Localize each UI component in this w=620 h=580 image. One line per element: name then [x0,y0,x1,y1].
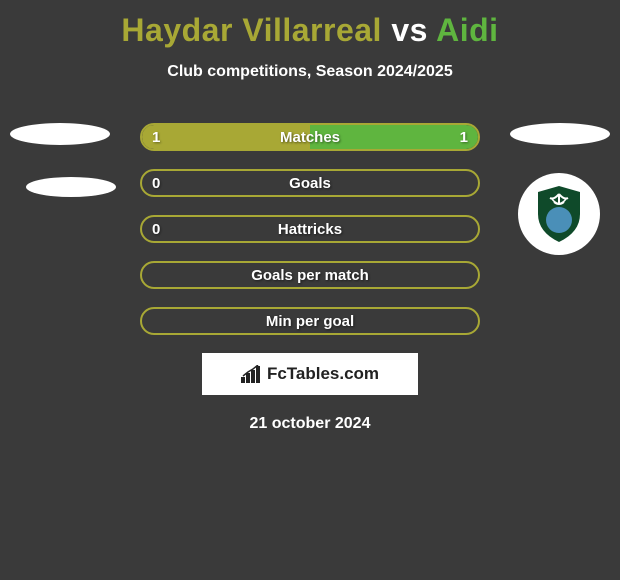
stat-label: Goals per match [251,267,369,284]
player1-club-logo-placeholder-2 [26,177,116,197]
shield-icon [534,184,584,244]
stat-value-right: 1 [460,129,468,146]
branding-box: FcTables.com [202,353,418,395]
stat-row-matches: 1 Matches 1 [140,123,480,151]
player2-club-logo-placeholder [510,123,610,145]
chart-icon [241,365,263,383]
stat-row-min-per-goal: Min per goal [140,307,480,335]
stat-label: Matches [280,129,340,146]
stat-value-left: 0 [152,221,160,238]
stat-value-left: 0 [152,175,160,192]
stat-row-goals: 0 Goals [140,169,480,197]
stats-area: 1 Matches 1 0 Goals 0 Hattricks Goals pe… [0,123,620,433]
stat-row-hattricks: 0 Hattricks [140,215,480,243]
vs-text: vs [391,12,428,48]
branding-text: FcTables.com [267,364,379,384]
date-text: 21 october 2024 [0,415,620,433]
player1-club-logo-placeholder [10,123,110,145]
stat-rows: 1 Matches 1 0 Goals 0 Hattricks Goals pe… [140,123,480,335]
comparison-title: Haydar Villarreal vs Aidi [0,0,620,49]
stat-label: Goals [289,175,331,192]
player1-name: Haydar Villarreal [121,12,382,48]
stat-label: Hattricks [278,221,342,238]
stat-label: Min per goal [266,313,354,330]
player2-name: Aidi [436,12,498,48]
player2-club-badge [518,173,600,255]
subtitle: Club competitions, Season 2024/2025 [0,63,620,81]
stat-row-goals-per-match: Goals per match [140,261,480,289]
stat-value-left: 1 [152,129,160,146]
